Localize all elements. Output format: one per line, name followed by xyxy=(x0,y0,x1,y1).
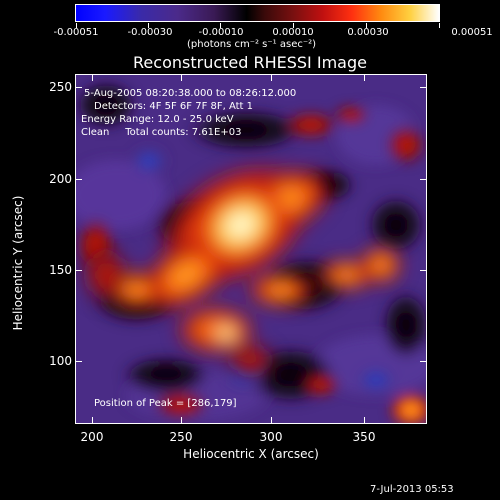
x-axis-label: Heliocentric X (arcsec) xyxy=(183,447,319,461)
x-tick xyxy=(92,417,93,424)
x-tick xyxy=(364,74,365,81)
colorbar-units: (photons cm⁻² s⁻¹ asec⁻²) xyxy=(187,39,317,50)
x-tick-label: 300 xyxy=(259,430,283,444)
x-tick-label: 200 xyxy=(80,430,104,444)
colorbar-tick-label: -0.00010 xyxy=(198,27,244,38)
x-tick-label: 350 xyxy=(352,430,376,444)
y-tick xyxy=(75,270,82,271)
x-tick xyxy=(271,74,272,81)
annotation-detectors: Detectors: 4F 5F 6F 7F 8F, Att 1 xyxy=(94,101,254,112)
colorbar-tick-label: -0.00051 xyxy=(53,27,99,38)
x-tick xyxy=(364,417,365,424)
annotation-time-range: 5-Aug-2005 08:20:38.000 to 08:26:12.000 xyxy=(84,88,297,99)
x-tick xyxy=(181,417,182,424)
annotation-energy: Energy Range: 12.0 - 25.0 keV xyxy=(81,114,234,125)
colorbar-tick xyxy=(148,23,149,28)
y-tick xyxy=(420,179,427,180)
annotation-clean: Clean Total counts: 7.61E+03 xyxy=(81,127,242,138)
y-tick xyxy=(75,87,82,88)
y-tick xyxy=(420,361,427,362)
y-tick xyxy=(75,179,82,180)
colorbar-tick-label: 0.00051 xyxy=(451,27,493,38)
y-tick xyxy=(420,87,427,88)
colorbar-tick xyxy=(439,23,440,28)
timestamp-footer: 7-Jul-2013 05:53 xyxy=(370,484,454,495)
y-tick-label: 100 xyxy=(49,354,72,368)
rhessi-image-canvas xyxy=(76,75,426,423)
colorbar-tick xyxy=(293,23,294,28)
x-tick xyxy=(92,74,93,81)
y-tick xyxy=(75,361,82,362)
colorbar-tick-label: -0.00030 xyxy=(127,27,173,38)
colorbar-tick xyxy=(76,23,77,28)
colorbar xyxy=(75,4,440,22)
annotation-peak: Position of Peak = [286,179] xyxy=(94,398,237,409)
y-axis-label: Heliocentric Y (arcsec) xyxy=(11,195,25,331)
plot-title: Reconstructed RHESSI Image xyxy=(133,53,367,72)
x-tick xyxy=(181,74,182,81)
x-tick xyxy=(271,417,272,424)
y-tick-label: 250 xyxy=(49,80,72,94)
rhessi-image: 5-Aug-2005 08:20:38.000 to 08:26:12.000 … xyxy=(75,74,427,424)
colorbar-tick xyxy=(366,23,367,28)
y-tick-label: 200 xyxy=(49,172,72,186)
colorbar-tick-label: 0.00030 xyxy=(347,27,389,38)
colorbar-tick-label: 0.00010 xyxy=(272,27,314,38)
x-tick-label: 250 xyxy=(169,430,193,444)
colorbar-tick xyxy=(220,23,221,28)
y-tick-label: 150 xyxy=(49,263,72,277)
y-tick xyxy=(420,270,427,271)
